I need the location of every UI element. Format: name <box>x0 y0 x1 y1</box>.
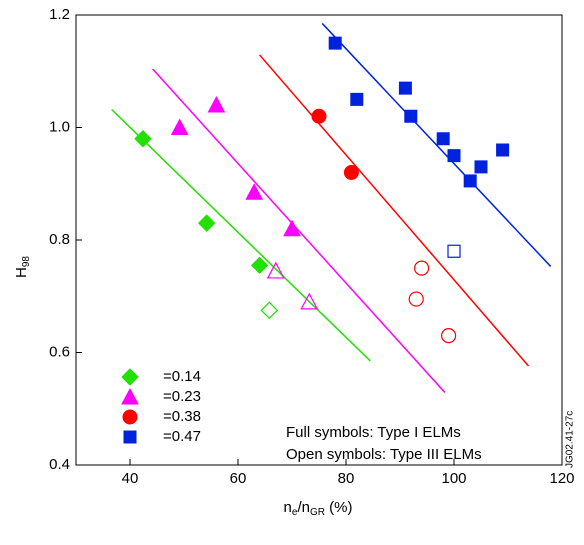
x-tick-label: 60 <box>230 470 247 487</box>
y-axis-label: H98 <box>13 256 32 278</box>
legend-marker <box>123 430 137 444</box>
point-full <box>474 160 488 174</box>
y-tick-label: 0.4 <box>49 456 70 473</box>
plot-frame <box>75 14 563 466</box>
legend-label: =0.47 <box>163 428 201 445</box>
legend-label: =0.14 <box>163 368 201 385</box>
point-open <box>441 328 457 344</box>
annotation: Full symbols: Type I ELMs <box>286 424 461 441</box>
y-label-main: H <box>13 267 30 278</box>
point-open <box>414 260 430 276</box>
point-full <box>398 81 412 95</box>
y-tick-label: 1.2 <box>49 6 70 23</box>
legend-label: =0.23 <box>163 388 201 405</box>
legend-label: =0.38 <box>163 408 201 425</box>
point-open <box>300 292 319 310</box>
x-label-mid: /n <box>297 499 310 516</box>
point-full <box>350 92 364 106</box>
legend-marker <box>121 368 139 386</box>
legend-marker <box>122 409 138 425</box>
point-full <box>170 118 189 135</box>
point-full <box>328 36 342 50</box>
point-full <box>250 256 269 275</box>
annotation: Open symbols: Type III ELMs <box>286 446 482 463</box>
point-full <box>463 174 477 188</box>
fit-line <box>321 22 552 267</box>
point-full <box>496 143 510 157</box>
y-label-sub: 98 <box>21 256 32 268</box>
point-open <box>408 291 424 307</box>
point-full <box>245 183 264 200</box>
x-label-sub: e <box>292 507 298 518</box>
point-full <box>311 108 327 124</box>
point-full <box>283 219 301 237</box>
fit-line <box>111 108 371 362</box>
point-full <box>404 109 418 123</box>
x-tick-label: 120 <box>549 470 574 487</box>
point-open <box>266 261 285 279</box>
point-full <box>197 214 216 232</box>
point-full <box>207 95 226 113</box>
x-axis-label: ne/nGR (%) <box>284 499 353 518</box>
y-tick-label: 0.8 <box>49 231 70 248</box>
x-tick-label: 40 <box>122 470 139 487</box>
point-open <box>260 301 279 320</box>
y-tick-label: 0.6 <box>49 343 70 360</box>
x-label-sub: GR <box>310 507 325 518</box>
x-tick-label: 80 <box>338 470 355 487</box>
x-label-end: (%) <box>325 499 353 516</box>
x-label-main: n <box>284 499 292 516</box>
point-open <box>447 244 461 258</box>
point-full <box>447 149 461 163</box>
fit-line <box>259 54 530 367</box>
x-tick-label: 100 <box>441 470 466 487</box>
fit-line <box>152 68 446 393</box>
point-full <box>436 132 450 146</box>
point-full <box>343 165 359 180</box>
y-tick-label: 1.0 <box>49 118 70 135</box>
figure-id: JG02.41-27c <box>565 411 576 468</box>
point-full <box>134 130 152 148</box>
legend-marker <box>121 387 139 405</box>
